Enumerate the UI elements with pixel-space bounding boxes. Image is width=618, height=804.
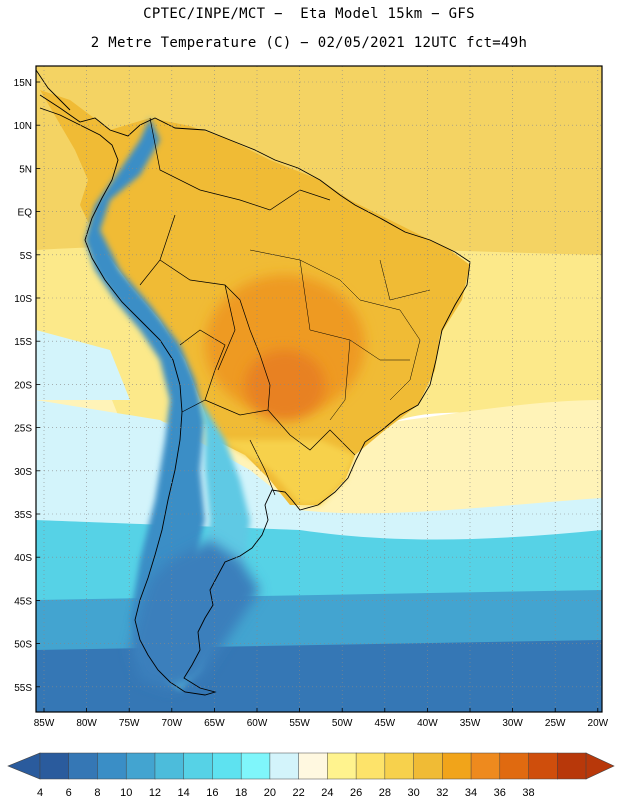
lat-label: 20S xyxy=(14,380,32,391)
andes-high-strip xyxy=(85,118,205,670)
lon-label: 35W xyxy=(460,718,481,729)
patagonia-cold xyxy=(130,540,260,690)
map-frame xyxy=(35,65,603,713)
latitude-labels: 15N 10N 5N EQ 5S 10S 15S 20S 25S 30S 35S 40S 45S 50S 5… xyxy=(14,78,33,694)
lon-label: 65W xyxy=(204,718,225,729)
legend-tick-label: 22 xyxy=(293,787,305,799)
legend-swatch xyxy=(240,752,271,780)
coastlines-borders xyxy=(36,69,471,696)
lat-label: 50S xyxy=(14,640,32,651)
national-borders xyxy=(139,117,356,496)
lon-label: 80W xyxy=(76,718,97,729)
brazil-state-lines xyxy=(249,249,431,421)
legend-tick-label: 4 xyxy=(37,787,43,799)
land-central-hot xyxy=(205,275,365,415)
lat-label: 40S xyxy=(14,553,32,564)
lon-label: 60W xyxy=(247,718,268,729)
legend-swatch xyxy=(384,752,415,780)
lon-label: 50W xyxy=(332,718,353,729)
lat-label: 5N xyxy=(19,164,32,175)
legend-tick-label: 34 xyxy=(465,787,477,799)
lat-label: 45S xyxy=(14,596,32,607)
lat-label: 10S xyxy=(14,294,32,305)
lon-label: 40W xyxy=(417,718,438,729)
lat-label: 25S xyxy=(14,424,32,435)
color-legend: 4 6 8 10 12 14 16 18 20 22 24 26 28 30 32 34 36 38 xyxy=(7,752,615,799)
legend-tick-label: 6 xyxy=(66,787,72,799)
legend-swatch xyxy=(212,752,242,780)
lon-label: 55W xyxy=(289,718,310,729)
legend-tick-label: 10 xyxy=(120,787,132,799)
lat-label: 10N xyxy=(14,121,32,132)
lat-label: 55S xyxy=(14,683,32,694)
lon-label: 25W xyxy=(545,718,566,729)
legend-swatch xyxy=(557,752,587,780)
lon-label: 85W xyxy=(34,718,55,729)
central-america-coast xyxy=(36,69,71,111)
legend-high-arrow xyxy=(585,752,615,780)
lon-label: 20W xyxy=(588,718,609,729)
legend-swatch xyxy=(442,752,472,780)
chart-title-line-1: CPTEC/INPE/MCT − Eta Model 15km − GFS xyxy=(143,6,475,22)
legend-swatch xyxy=(413,752,443,780)
land-hottest-core xyxy=(245,350,325,420)
legend-tick-label: 36 xyxy=(494,787,506,799)
legend-swatch xyxy=(68,752,99,780)
legend-low-arrow xyxy=(7,752,41,780)
legend-tick-label: 32 xyxy=(436,787,448,799)
legend-tick-label: 18 xyxy=(235,787,247,799)
legend-tick-label: 28 xyxy=(379,787,391,799)
legend-tick-label: 16 xyxy=(206,787,218,799)
legend-tick-label: 12 xyxy=(149,787,161,799)
legend-swatch xyxy=(183,752,213,780)
legend-swatch xyxy=(327,752,357,780)
legend-swatch xyxy=(154,752,185,780)
legend-swatch xyxy=(470,752,501,780)
ocean-band-cold-south xyxy=(36,640,602,712)
legend-tick-label: 14 xyxy=(178,787,190,799)
legend-tick-label: 26 xyxy=(350,787,362,799)
lon-label: 45W xyxy=(375,718,396,729)
legend-tick-label: 30 xyxy=(407,787,419,799)
legend-tick-label: 24 xyxy=(321,787,333,799)
legend-swatch xyxy=(269,752,300,780)
longitude-labels: 85W 80W 75W 70W 65W 60W 55W 50W 45W 40W 35W 30W 25W 2… xyxy=(34,718,609,729)
lon-label: 75W xyxy=(119,718,140,729)
legend-tick-label: 38 xyxy=(522,787,534,799)
legend-swatch xyxy=(499,752,530,780)
lat-label: 30S xyxy=(14,467,32,478)
land-south-interior xyxy=(220,440,355,505)
lat-label: 15N xyxy=(14,78,32,89)
lon-label: 30W xyxy=(502,718,523,729)
lon-label: 70W xyxy=(162,718,183,729)
legend-tick-label: 8 xyxy=(94,787,100,799)
legend-swatch xyxy=(355,752,386,780)
chart-title-line-2: 2 Metre Temperature (C) − 02/05/2021 12U… xyxy=(90,35,528,51)
legend-swatch xyxy=(528,752,558,780)
legend-swatch xyxy=(125,752,156,780)
legend-swatch xyxy=(39,752,70,780)
south-america-coastline xyxy=(39,94,471,696)
lat-label: 35S xyxy=(14,510,32,521)
legend-swatch xyxy=(97,752,127,780)
lat-label: EQ xyxy=(18,208,33,219)
legend-swatch xyxy=(298,752,328,780)
lat-label: 5S xyxy=(20,251,33,262)
field-layer xyxy=(36,66,602,712)
legend-tick-label: 20 xyxy=(264,787,276,799)
lat-label: 15S xyxy=(14,337,32,348)
